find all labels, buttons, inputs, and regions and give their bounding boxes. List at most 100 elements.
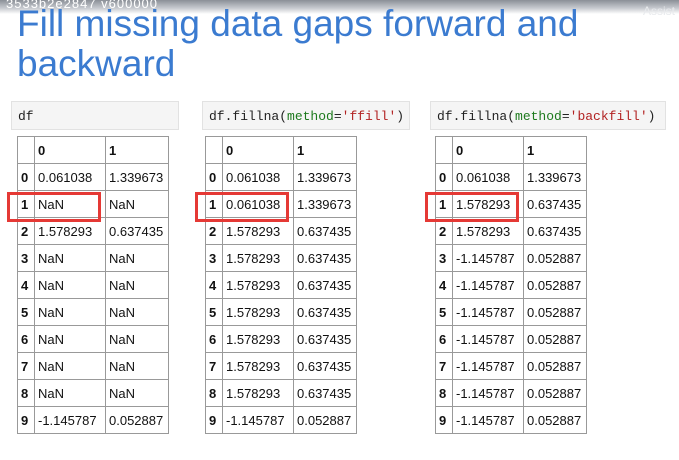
table-cell: NaN — [105, 298, 169, 326]
table-cell: 1.578293 — [222, 325, 294, 353]
code-arg: 'ffill' — [341, 109, 397, 124]
row-index: 5 — [17, 298, 35, 326]
row-index: 7 — [17, 352, 35, 380]
column-header: 0 — [222, 136, 294, 164]
column-header: 0 — [452, 136, 524, 164]
table-cell: 0.052887 — [523, 298, 587, 326]
table-cell: NaN — [34, 352, 106, 380]
row-index: 9 — [435, 406, 453, 434]
table-cell: 0.061038 — [452, 163, 524, 191]
table-cell: 0.637435 — [293, 298, 357, 326]
table-cell: 1.578293 — [222, 379, 294, 407]
table-row: 8 1.578293 0.637435 — [205, 379, 357, 407]
table-cell: -1.145787 — [452, 271, 524, 299]
table-cell: NaN — [34, 271, 106, 299]
table-cell: NaN — [105, 271, 169, 299]
row-index: 0 — [17, 163, 35, 191]
table-cell: 1.578293 — [222, 271, 294, 299]
table-cell: 0.637435 — [293, 325, 357, 353]
highlight-box-backfill — [425, 192, 519, 222]
table-row: 4 NaN NaN — [17, 271, 169, 299]
dataframe-backfill: 0 1 0 0.061038 1.339673 1 1.578293 0.637435 2 1.5… — [435, 136, 587, 434]
table-cell: NaN — [34, 298, 106, 326]
table-row: 0 0.061038 1.339673 — [17, 163, 169, 191]
table-row: 8 -1.145787 0.052887 — [435, 379, 587, 407]
table-cell: -1.145787 — [222, 406, 294, 434]
table-row: 3 1.578293 0.637435 — [205, 244, 357, 272]
dataframe-ffill: 0 1 0 0.061038 1.339673 1 0.061038 1.339673 2 1.5… — [205, 136, 357, 434]
table-cell: 1.578293 — [222, 352, 294, 380]
row-index: 6 — [17, 325, 35, 353]
table-cell: 0.052887 — [523, 325, 587, 353]
table-row: 7 -1.145787 0.052887 — [435, 352, 587, 380]
column-header: 1 — [105, 136, 169, 164]
code-cell-backfill[interactable]: df.fillna(method='backfill') — [430, 101, 666, 130]
table-cell: 0.637435 — [523, 190, 587, 218]
row-index: 9 — [17, 406, 35, 434]
dataframe-original: 0 1 0 0.061038 1.339673 1 NaN NaN 2 1.578293 0.637… — [17, 136, 169, 434]
table-cell: 0.061038 — [34, 163, 106, 191]
table-row: 9 -1.145787 0.052887 — [205, 406, 357, 434]
code-kwarg: method — [287, 109, 334, 124]
table-cell: NaN — [105, 190, 169, 218]
table-cell: -1.145787 — [452, 352, 524, 380]
row-index: 4 — [17, 271, 35, 299]
row-index: 3 — [435, 244, 453, 272]
highlight-box-ffill — [195, 192, 289, 222]
row-index: 8 — [17, 379, 35, 407]
code-prefix: df.fillna( — [437, 109, 516, 124]
code-cell-df[interactable]: df — [11, 101, 179, 130]
table-cell: NaN — [105, 325, 169, 353]
table-cell: 0.637435 — [293, 217, 357, 245]
table-row: 1 1.578293 0.637435 — [435, 190, 587, 218]
row-index: 8 — [205, 379, 223, 407]
row-index: 8 — [435, 379, 453, 407]
table-cell: 1.578293 — [222, 244, 294, 272]
table-cell: 0.637435 — [105, 217, 169, 245]
table-row: 8 NaN NaN — [17, 379, 169, 407]
code-suffix: ) — [396, 109, 405, 124]
table-cell: -1.145787 — [452, 298, 524, 326]
column-header: 1 — [523, 136, 587, 164]
table-row: 4 1.578293 0.637435 — [205, 271, 357, 299]
table-cell: 0.637435 — [293, 244, 357, 272]
table-cell: 1.339673 — [105, 163, 169, 191]
code-text: df — [18, 109, 34, 124]
row-index: 0 — [205, 163, 223, 191]
row-index: 4 — [205, 271, 223, 299]
code-prefix: df.fillna( — [209, 109, 288, 124]
row-index: 5 — [205, 298, 223, 326]
row-index: 6 — [205, 325, 223, 353]
index-header — [435, 136, 453, 164]
table-row: 3 NaN NaN — [17, 244, 169, 272]
table-row: 7 1.578293 0.637435 — [205, 352, 357, 380]
table-cell: 0.052887 — [293, 406, 357, 434]
table-cell: -1.145787 — [34, 406, 106, 434]
table-row: 0 0.061038 1.339673 — [205, 163, 357, 191]
table-cell: 0.052887 — [523, 244, 587, 272]
row-index: 5 — [435, 298, 453, 326]
row-index: 3 — [17, 244, 35, 272]
row-index: 7 — [435, 352, 453, 380]
row-index: 7 — [205, 352, 223, 380]
table-cell: 1.339673 — [523, 163, 587, 191]
table-cell: -1.145787 — [452, 379, 524, 407]
table-cell: 0.052887 — [523, 379, 587, 407]
row-index: 4 — [435, 271, 453, 299]
code-cell-ffill[interactable]: df.fillna(method='ffill') — [202, 101, 410, 130]
table-cell: 1.578293 — [222, 298, 294, 326]
table-cell: 0.637435 — [293, 271, 357, 299]
table-row: 5 -1.145787 0.052887 — [435, 298, 587, 326]
table-cell: NaN — [105, 379, 169, 407]
row-index: 0 — [435, 163, 453, 191]
table-cell: 1.339673 — [293, 190, 357, 218]
table-row: 9 -1.145787 0.052887 — [17, 406, 169, 434]
table-cell: 0.052887 — [105, 406, 169, 434]
column-header: 0 — [34, 136, 106, 164]
row-index: 6 — [435, 325, 453, 353]
index-header — [17, 136, 35, 164]
video-top-band — [0, 0, 679, 14]
row-index: 9 — [205, 406, 223, 434]
